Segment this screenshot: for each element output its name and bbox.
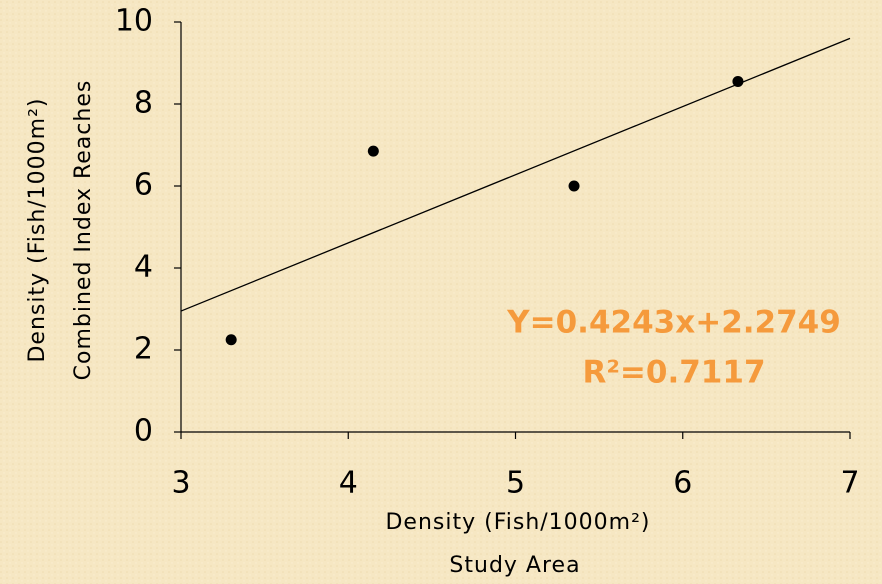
x-tick-label: 4 xyxy=(339,466,358,501)
point xyxy=(568,180,580,192)
r-squared: R²=0.7117 xyxy=(582,355,765,391)
y-tick-label: 4 xyxy=(134,250,153,285)
y-tick-label: 8 xyxy=(134,86,153,121)
point xyxy=(225,334,237,346)
point xyxy=(732,75,744,87)
y-tick-label: 2 xyxy=(134,332,153,367)
y-tick-label: 6 xyxy=(134,168,153,203)
y-axis-label: Density (Fish/1000m²) xyxy=(25,97,50,362)
x-axis-label: Density (Fish/1000m²) xyxy=(385,510,650,535)
x-tick-label: 7 xyxy=(840,466,859,501)
x-axis-label: Study Area xyxy=(449,553,580,578)
equation: Y=0.4243x+2.2749 xyxy=(506,305,841,341)
y-tick-label: 0 xyxy=(134,414,153,449)
x-tick-label: 3 xyxy=(171,466,190,501)
y-axis-label: Combined Index Reaches xyxy=(71,80,96,381)
x-tick-label: 6 xyxy=(673,466,692,501)
x-tick-label: 5 xyxy=(506,466,525,501)
y-tick-label: 10 xyxy=(115,4,153,39)
point xyxy=(367,145,379,157)
